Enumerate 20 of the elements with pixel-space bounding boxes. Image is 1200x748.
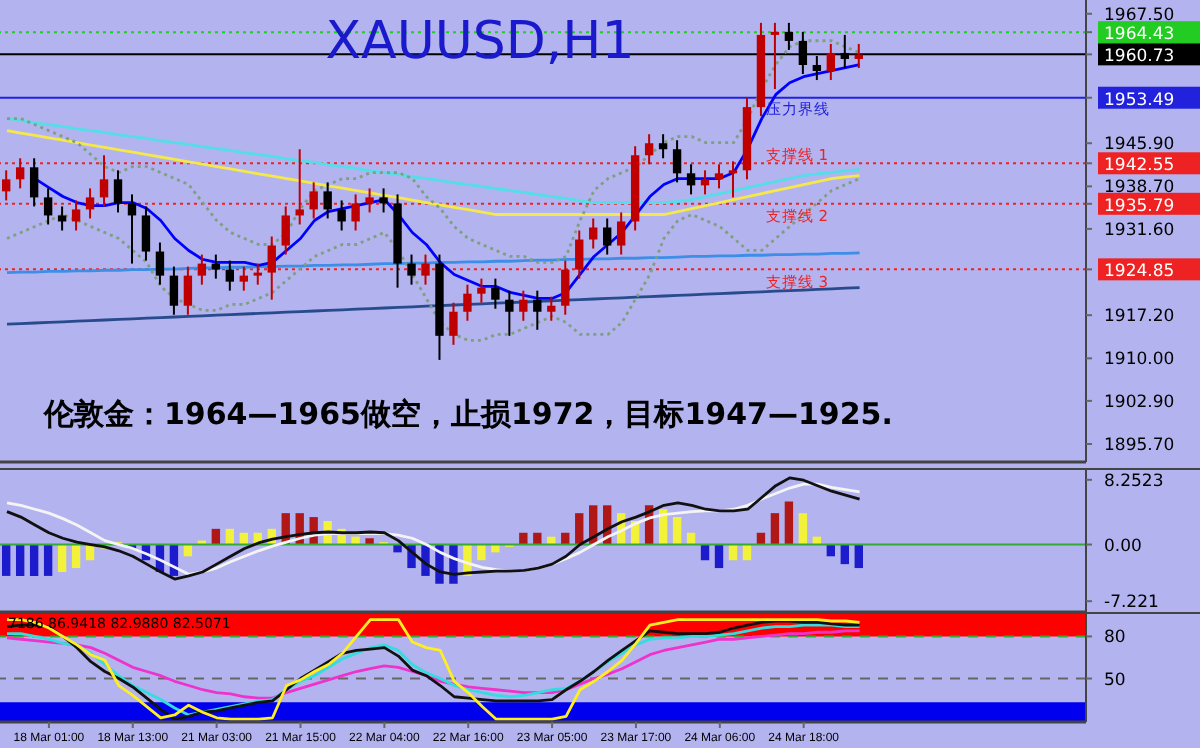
y-tick-label: 1902.90: [1104, 392, 1175, 413]
y-tick-label: 1917.20: [1104, 307, 1175, 328]
y-tick-label: 80: [1104, 628, 1126, 649]
y-tick-label: 1895.70: [1104, 436, 1175, 457]
y-tick-label: 1967.50: [1104, 5, 1175, 26]
y-tick-label: 1942.55: [1104, 156, 1175, 177]
y-tick-label: -7.221: [1104, 593, 1159, 614]
y-tick-label: 1910.00: [1104, 350, 1175, 371]
y-tick-label: 1931.60: [1104, 220, 1175, 241]
y-tick-label: 1935.79: [1104, 196, 1175, 217]
y-tick-label: 1960.73: [1104, 47, 1175, 68]
y-tick-label: 0.00: [1104, 536, 1142, 557]
y-tick-label: 1964.43: [1104, 25, 1175, 46]
annotation: 伦敦金：1964—1965做空，止损1972，目标1947—1925.: [44, 396, 893, 434]
y-tick-label: 1938.70: [1104, 178, 1175, 199]
y-tick-label: 1945.90: [1104, 135, 1175, 156]
y-tick-label: 1924.85: [1104, 262, 1175, 283]
y-tick-label: 50: [1104, 670, 1126, 691]
y-tick-label: 1953.49: [1104, 90, 1175, 111]
y-tick-label: 8.2523: [1104, 471, 1164, 492]
